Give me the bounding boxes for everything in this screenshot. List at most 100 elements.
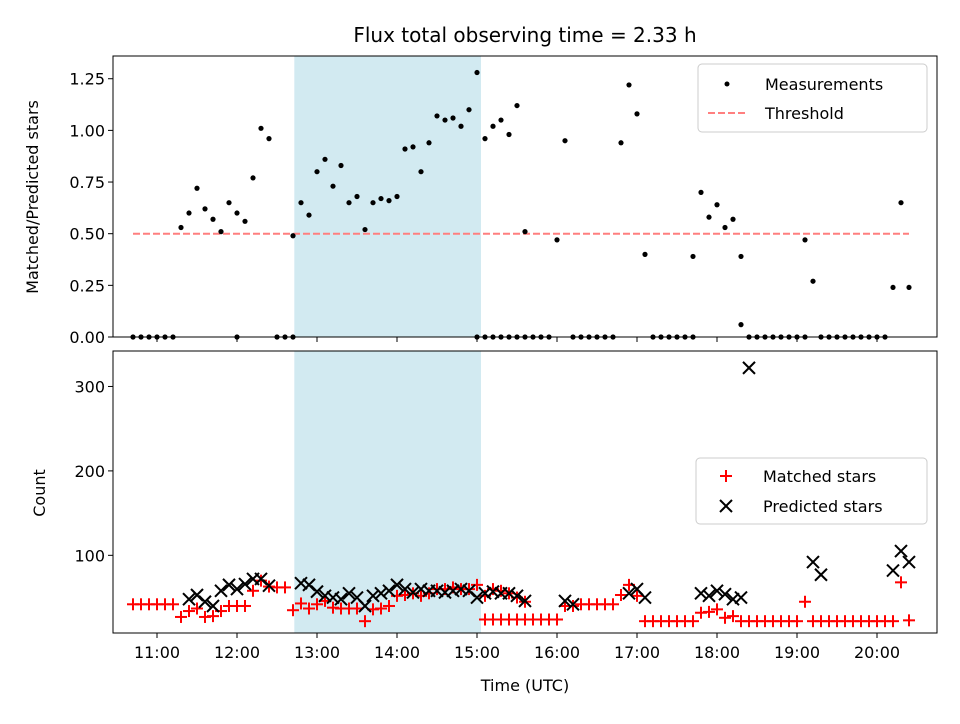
measurement-point	[490, 123, 496, 129]
measurement-point	[258, 125, 264, 131]
bottom-x-axis-label: Time (UTC)	[480, 676, 569, 695]
measurement-point	[234, 210, 240, 216]
predicted-star-point	[454, 582, 468, 596]
bottom-x-tick-label: 11:00	[134, 643, 180, 662]
matched-star-point	[495, 584, 507, 597]
predicted-star-point	[510, 589, 524, 603]
top-legend: Measurements Threshold	[697, 63, 928, 133]
predicted-star-point	[222, 578, 236, 592]
matched-star-point	[895, 576, 907, 589]
bottom-x-tick-label: 13:00	[294, 643, 340, 662]
measurement-point	[434, 113, 440, 119]
predicted-star-point	[814, 568, 828, 582]
measurement-point	[250, 175, 256, 181]
bottom-y-axis-label: Count	[30, 469, 49, 517]
legend-predicted-marker	[719, 499, 733, 513]
measurement-point	[266, 136, 272, 142]
legend-measurements-marker	[724, 81, 730, 87]
predicted-star-point	[734, 590, 748, 605]
bottom-x-tick-label: 15:00	[454, 643, 500, 662]
measurement-point	[402, 146, 408, 152]
predicted-star-point	[358, 599, 372, 613]
top-y-tick-label: 0.75	[69, 173, 105, 192]
matched-stars-series	[127, 574, 915, 628]
matched-star-point	[727, 610, 739, 623]
measurement-point	[898, 200, 904, 206]
matched-star-point	[247, 584, 259, 597]
measurement-point	[642, 251, 648, 257]
matched-star-point	[279, 581, 291, 594]
top-y-tick-label: 1.00	[69, 121, 105, 140]
measurement-point	[194, 185, 200, 191]
top-legend-box	[697, 63, 928, 133]
measurement-point	[522, 229, 528, 235]
matched-star-point	[471, 578, 483, 591]
bottom-y-tick-label: 200	[74, 462, 105, 481]
measurement-point	[458, 123, 464, 129]
predicted-star-point	[622, 586, 636, 601]
measurement-point	[802, 237, 808, 243]
measurement-point	[810, 278, 816, 284]
top-y-axis-label: Matched/Predicted stars	[23, 100, 42, 294]
predicted-star-point	[318, 589, 332, 603]
measurement-point	[426, 140, 432, 146]
predicted-star-point	[718, 587, 732, 601]
matched-star-point	[687, 615, 699, 628]
legend-predicted-label: Predicted stars	[763, 497, 883, 516]
predicted-star-point	[902, 555, 916, 569]
measurement-point	[562, 138, 568, 144]
measurement-point	[618, 140, 624, 146]
matched-star-point	[903, 614, 915, 627]
predicted-star-point	[206, 599, 220, 613]
top-y-tick-label: 1.25	[69, 70, 105, 89]
predicted-star-point	[342, 586, 356, 601]
predicted-star-point	[406, 585, 420, 600]
predicted-star-point	[470, 590, 484, 605]
matched-star-point	[359, 615, 371, 628]
bottom-shaded-interval	[294, 351, 481, 633]
predicted-star-point	[390, 578, 404, 592]
measurement-point	[298, 200, 304, 206]
matched-star-point	[167, 598, 179, 611]
top-panel: 0.00 0.25 0.50 0.75 1.00 1.25 Flux total obse…	[23, 23, 938, 347]
matched-star-point	[175, 610, 187, 623]
predicted-star-point	[518, 594, 532, 608]
matched-star-point	[607, 598, 619, 611]
measurement-point	[210, 216, 216, 222]
predicted-star-point	[398, 582, 412, 596]
top-y-tick-label: 0.50	[69, 225, 105, 244]
matched-star-point	[303, 602, 315, 615]
top-chart-title: Flux total observing time = 2.33 h	[353, 23, 696, 47]
predicted-star-point	[486, 584, 500, 599]
measurement-point	[394, 193, 400, 200]
measurement-point	[242, 218, 248, 224]
measurement-point	[410, 144, 416, 150]
matched-star-point	[703, 605, 715, 618]
top-shaded-interval	[294, 56, 481, 337]
matched-star-point	[191, 602, 203, 615]
predicted-star-point	[566, 597, 580, 612]
measurement-point	[498, 117, 504, 123]
measurement-point	[634, 111, 640, 117]
matched-star-point	[463, 583, 475, 596]
matched-star-point	[887, 615, 899, 628]
predicted-star-point	[262, 579, 276, 593]
measurement-point	[706, 214, 712, 220]
bottom-panel: 100 200 300 11:00 12:00 13:00 14:00 15:00 16:00…	[30, 350, 938, 695]
matched-star-point	[383, 599, 395, 612]
matched-star-point	[551, 613, 563, 626]
matched-star-point	[351, 602, 363, 615]
measurement-point	[218, 229, 224, 235]
measurement-point	[306, 212, 312, 218]
predicted-star-point	[558, 594, 572, 608]
predicted-star-point	[430, 584, 444, 598]
bottom-legend-box	[695, 457, 928, 525]
measurement-point	[738, 322, 744, 328]
predicted-star-point	[638, 590, 652, 605]
predicted-star-point	[374, 586, 388, 601]
top-plot-frame	[112, 55, 938, 338]
predicted-star-point	[326, 590, 340, 605]
predicted-star-point	[230, 582, 244, 596]
top-x-ticks	[156, 337, 878, 342]
